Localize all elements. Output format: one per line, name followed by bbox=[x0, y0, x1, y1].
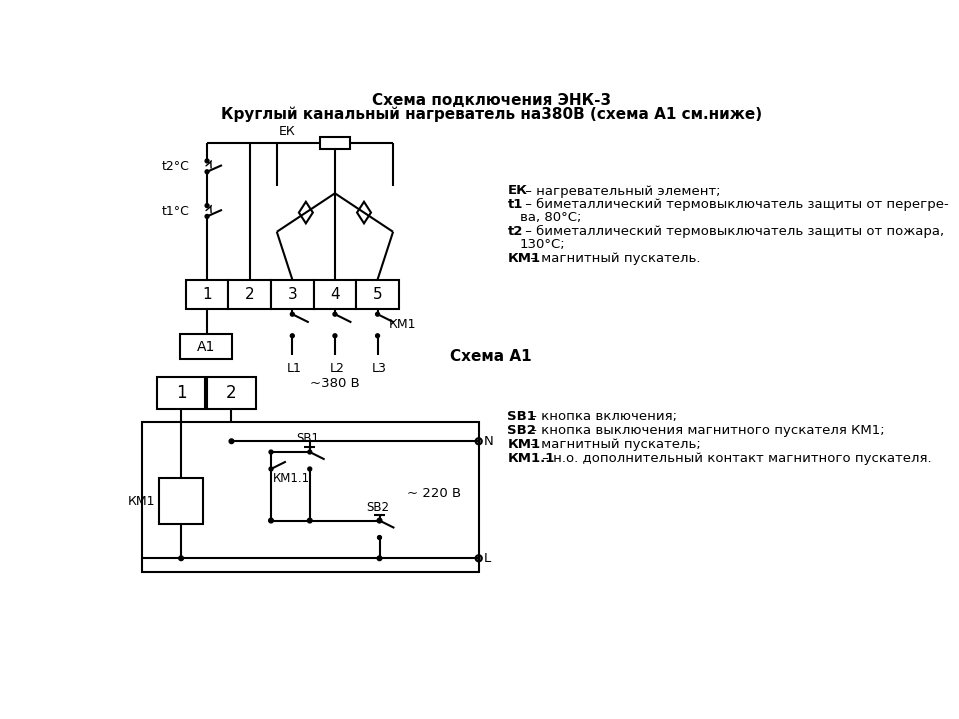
Text: 2: 2 bbox=[226, 384, 237, 402]
Text: 3: 3 bbox=[288, 287, 297, 302]
Text: L1: L1 bbox=[287, 362, 302, 375]
Bar bbox=[314, 280, 356, 308]
Text: 4: 4 bbox=[330, 287, 339, 302]
Polygon shape bbox=[299, 202, 313, 224]
Text: t1: t1 bbox=[507, 198, 523, 211]
Text: Схема подключения ЭНК-3: Схема подключения ЭНК-3 bbox=[371, 93, 611, 109]
Text: t2°C: t2°C bbox=[162, 160, 190, 173]
Text: – н.о. дополнительный контакт магнитного пускателя.: – н.о. дополнительный контакт магнитного… bbox=[538, 452, 931, 464]
Text: – кнопка включения;: – кнопка включения; bbox=[526, 410, 677, 423]
Bar bbox=[186, 280, 228, 308]
Text: 130°С;: 130°С; bbox=[520, 239, 566, 252]
Text: SB2: SB2 bbox=[507, 424, 536, 437]
Circle shape bbox=[308, 467, 312, 471]
Circle shape bbox=[291, 312, 294, 316]
Text: – кнопка выключения магнитного пускателя КМ1;: – кнопка выключения магнитного пускателя… bbox=[526, 424, 885, 437]
Text: КМ1: КМ1 bbox=[507, 252, 541, 265]
Circle shape bbox=[377, 556, 382, 561]
Circle shape bbox=[291, 334, 294, 338]
Circle shape bbox=[205, 170, 209, 174]
Text: ~380 В: ~380 В bbox=[310, 377, 360, 390]
Circle shape bbox=[333, 334, 337, 338]
Circle shape bbox=[378, 518, 382, 523]
Bar bbox=[179, 334, 232, 359]
Text: 2: 2 bbox=[245, 287, 254, 302]
Bar bbox=[356, 280, 399, 308]
Circle shape bbox=[269, 467, 273, 471]
Text: КМ1: КМ1 bbox=[389, 319, 417, 331]
Circle shape bbox=[478, 440, 480, 442]
Text: t1°C: t1°C bbox=[162, 204, 190, 218]
Text: 1: 1 bbox=[175, 384, 186, 402]
Bar bbox=[159, 478, 202, 524]
Text: КМ1.1: КМ1.1 bbox=[507, 452, 554, 464]
Circle shape bbox=[478, 557, 480, 559]
Circle shape bbox=[205, 159, 209, 163]
Text: 1: 1 bbox=[202, 287, 212, 302]
Text: – биметаллический термовыключатель защиты от пожара,: – биметаллический термовыключатель защит… bbox=[521, 225, 944, 238]
Text: SB2: SB2 bbox=[366, 501, 389, 514]
Circle shape bbox=[333, 312, 337, 316]
Text: ва, 80°С;: ва, 80°С; bbox=[520, 211, 581, 224]
Bar bbox=[228, 280, 271, 308]
Text: Схема А1: Схема А1 bbox=[451, 349, 532, 364]
Bar bbox=[271, 280, 314, 308]
Circle shape bbox=[269, 518, 273, 523]
Text: t2: t2 bbox=[507, 225, 523, 238]
Text: L: L bbox=[483, 551, 491, 565]
Circle shape bbox=[376, 334, 380, 338]
Circle shape bbox=[178, 556, 183, 561]
Text: L3: L3 bbox=[372, 362, 387, 375]
Bar bbox=[157, 377, 205, 409]
Bar bbox=[320, 137, 350, 150]
Text: L2: L2 bbox=[330, 362, 344, 375]
Text: ~ 220 В: ~ 220 В bbox=[407, 487, 460, 500]
Text: КМ1: КМ1 bbox=[128, 495, 155, 508]
Text: КМ1.1: КМ1.1 bbox=[272, 472, 310, 485]
Circle shape bbox=[269, 450, 273, 454]
Circle shape bbox=[229, 439, 234, 444]
Text: A1: A1 bbox=[197, 339, 215, 354]
Circle shape bbox=[205, 203, 209, 208]
Bar bbox=[142, 422, 479, 572]
Text: SB1: SB1 bbox=[507, 410, 536, 423]
Polygon shape bbox=[357, 202, 371, 224]
Circle shape bbox=[377, 518, 382, 523]
Text: – нагревательный элемент;: – нагревательный элемент; bbox=[521, 185, 720, 198]
Circle shape bbox=[308, 450, 312, 454]
Text: SB1: SB1 bbox=[296, 432, 319, 446]
Circle shape bbox=[308, 518, 312, 523]
Text: ЕК: ЕК bbox=[507, 185, 527, 198]
Text: Круглый канальный нагреватель на380В (схема А1 см.ниже): Круглый канальный нагреватель на380В (сх… bbox=[221, 106, 761, 122]
Circle shape bbox=[376, 312, 380, 316]
Text: – магнитный пускатель.: – магнитный пускатель. bbox=[526, 252, 701, 265]
Text: – биметаллический термовыключатель защиты от перегре-: – биметаллический термовыключатель защит… bbox=[521, 198, 948, 211]
Text: 5: 5 bbox=[373, 287, 383, 302]
Text: ЕК: ЕК bbox=[278, 125, 295, 138]
Circle shape bbox=[378, 536, 382, 539]
Text: N: N bbox=[483, 435, 493, 448]
Circle shape bbox=[205, 214, 209, 219]
Bar bbox=[207, 377, 255, 409]
Text: – магнитный пускатель;: – магнитный пускатель; bbox=[526, 438, 701, 451]
Text: КМ1: КМ1 bbox=[507, 438, 541, 451]
